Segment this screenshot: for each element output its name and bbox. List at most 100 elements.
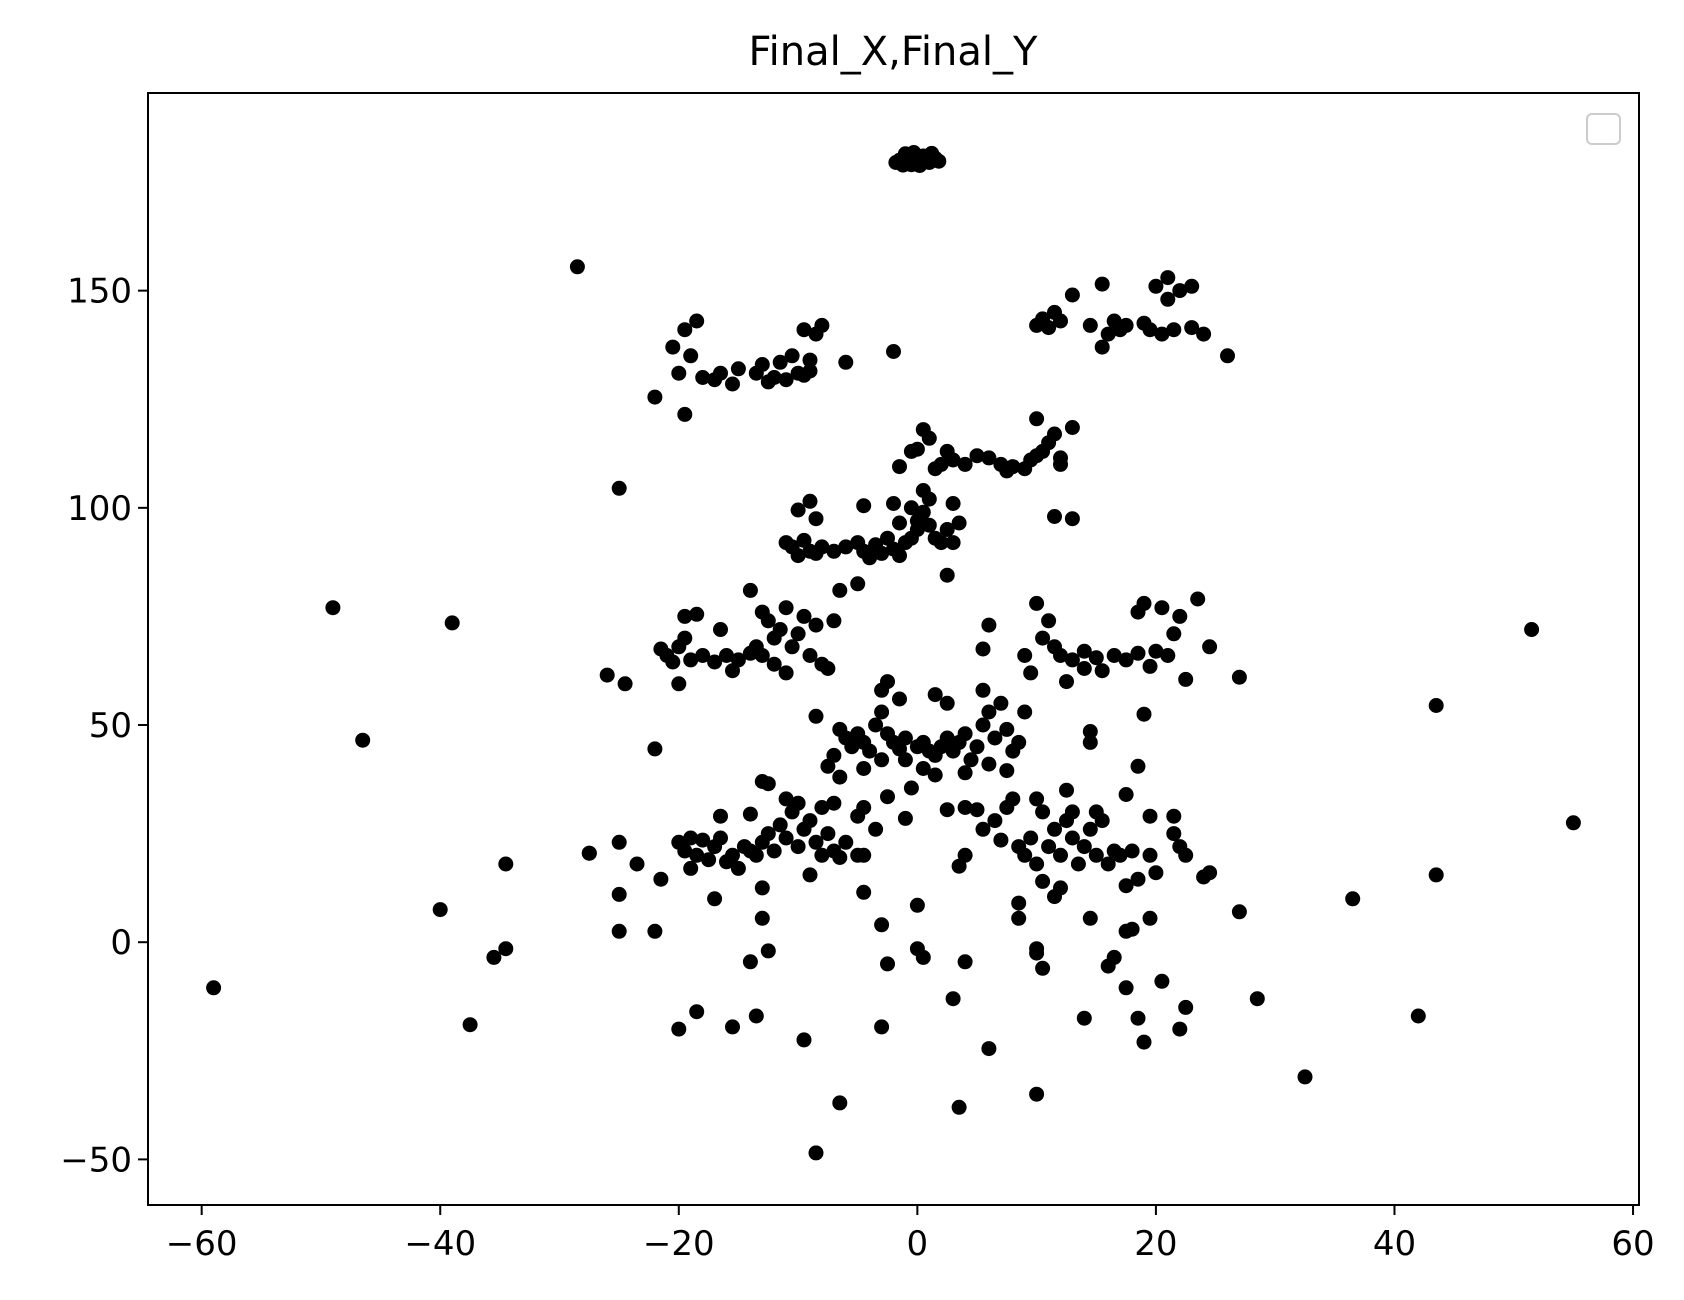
data-point [629,856,645,872]
data-point [1094,339,1110,355]
data-point [951,858,967,874]
data-point [1148,278,1164,294]
data-point [1124,921,1140,937]
data-point [754,774,770,789]
data-point [874,545,890,561]
x-tick-label: 40 [1373,1224,1416,1264]
data-point [1142,658,1158,674]
data-point [778,600,794,616]
data-point [921,517,937,533]
data-point [581,845,597,861]
data-point [677,630,693,646]
data-point [1047,426,1062,442]
data-point [999,763,1015,779]
data-point [772,354,788,370]
data-point [856,761,872,776]
data-point [1076,643,1092,659]
data-point [850,808,866,824]
x-tick-label: 20 [1134,1224,1177,1264]
data-point [748,1008,764,1024]
data-point [1345,891,1361,907]
data-point [1249,991,1265,1007]
data-point [1524,622,1540,637]
data-point [1094,276,1110,292]
data-point [689,1004,705,1020]
data-point [1410,1008,1426,1024]
data-point [1220,348,1235,364]
data-point [1035,873,1051,889]
data-point [1035,960,1051,976]
data-point [969,739,985,755]
data-point [975,641,991,657]
data-point [945,535,961,551]
data-point [784,639,800,655]
data-point [1064,804,1080,820]
data-point [802,813,818,829]
data-point [906,145,922,160]
data-point [1029,941,1045,957]
data-point [701,852,717,868]
data-point [730,652,746,668]
data-point [1005,459,1021,475]
data-point [1076,1010,1092,1026]
data-point [766,370,782,385]
data-point [772,817,788,833]
data-point [1094,663,1110,679]
data-point [1130,1010,1146,1026]
data-point [760,826,776,842]
ticks-layer: −60 −40 −20 0 20 40 60 −50 0 50 100 150 [60,272,1654,1264]
legend-box [1586,113,1621,145]
data-point [969,802,985,818]
data-point [796,322,812,338]
data-point [725,1019,740,1035]
data-point [1053,847,1068,863]
data-point [999,721,1015,737]
data-point [874,704,890,720]
data-point [957,800,973,815]
data-point [790,502,806,518]
data-point [1124,843,1140,859]
data-point [790,839,806,855]
data-point [683,348,699,364]
data-point [713,808,728,824]
plot-area [148,93,1639,1205]
data-point [778,665,794,681]
data-point [850,576,866,592]
data-point [1017,648,1033,663]
data-point [695,370,711,385]
data-point [1088,847,1104,863]
data-point [1154,973,1170,989]
data-point [915,949,931,965]
data-point [683,860,699,876]
x-tick-label: −40 [404,1224,476,1264]
data-point [713,830,728,846]
data-point [1166,626,1182,642]
data-point [802,648,818,663]
data-point [325,600,341,616]
data-point [1011,910,1027,926]
data-point [462,1017,478,1033]
data-point [802,493,818,509]
data-point [1029,595,1045,611]
data-point [1118,652,1134,668]
data-point [1166,826,1182,842]
data-point [951,1099,967,1115]
data-point [957,456,973,472]
data-point [880,789,895,805]
data-point [796,608,812,624]
data-point [1029,1086,1045,1102]
data-point [754,357,770,372]
data-point [868,821,884,837]
data-point [963,752,979,768]
data-point [784,348,800,364]
data-point [981,756,997,772]
data-point [730,860,746,876]
data-point [1172,1021,1188,1037]
data-point [719,648,734,663]
data-point [826,613,842,629]
data-point [1017,704,1033,720]
data-point [1130,604,1146,620]
data-point [790,548,806,564]
data-point [1029,856,1045,872]
data-point [862,743,878,759]
